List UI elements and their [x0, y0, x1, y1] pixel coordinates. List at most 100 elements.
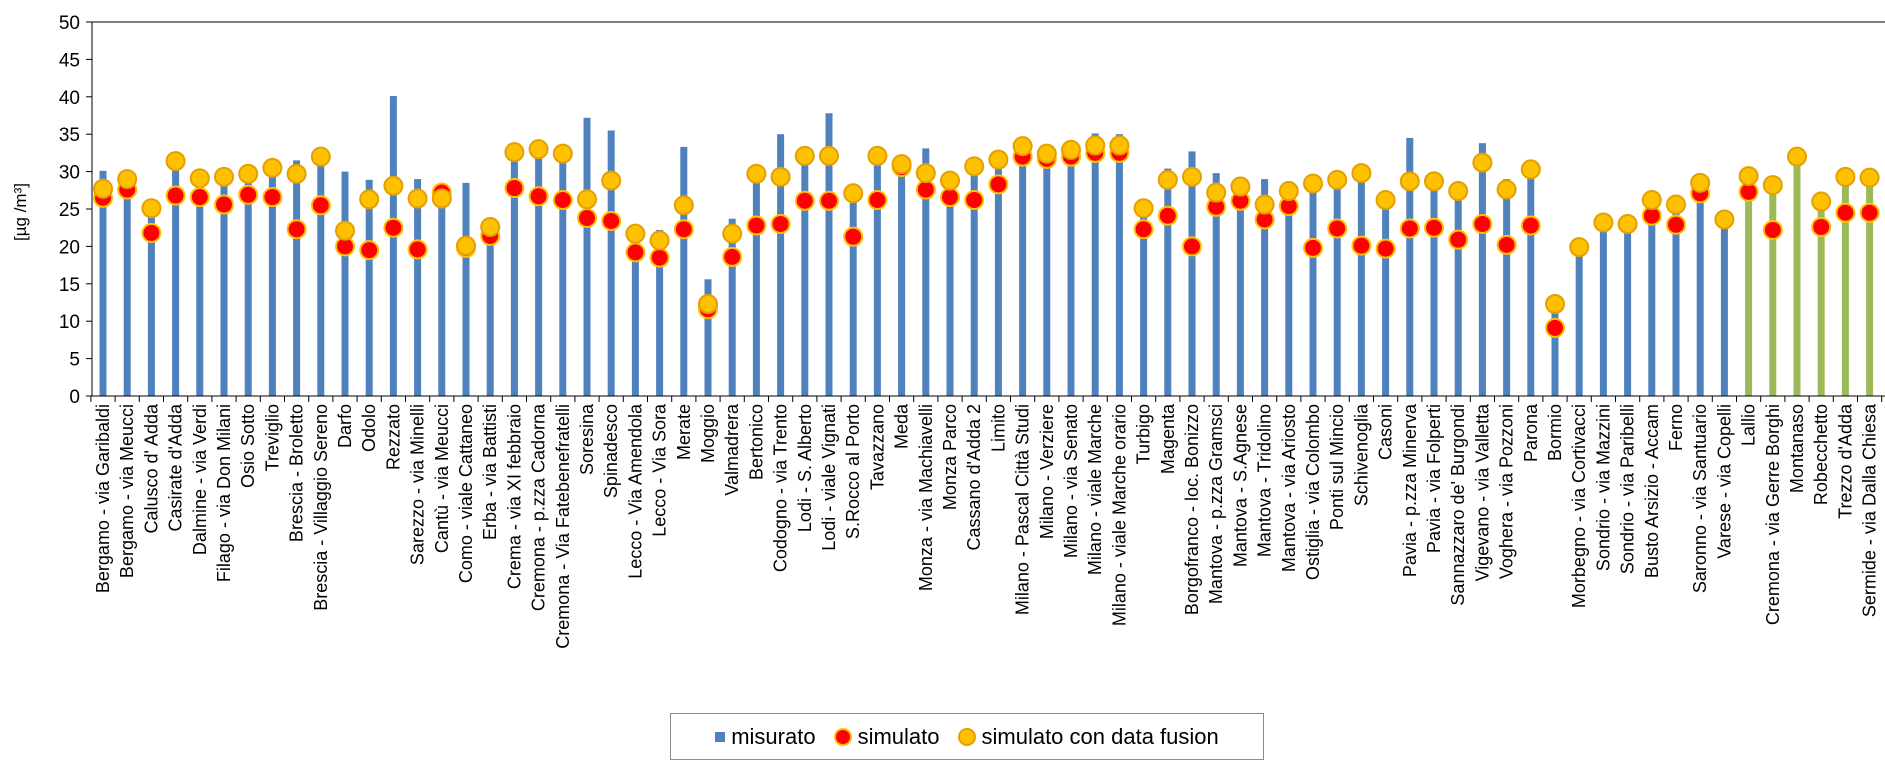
x-category-label: Bertonico	[746, 404, 766, 480]
x-category-label: Saronno - via Santuario	[1690, 404, 1710, 593]
x-category-label: Turbigo	[1134, 404, 1154, 464]
dot-fusion	[431, 188, 452, 209]
dot-simulato	[141, 222, 162, 243]
y-tick-label: 25	[59, 200, 80, 221]
bar-misurato	[1115, 134, 1123, 396]
dot-fusion	[189, 168, 210, 189]
dot-fusion	[214, 166, 234, 187]
bar-misurato	[1357, 175, 1365, 396]
bar-misurato	[1019, 146, 1027, 396]
dot-simulato	[1472, 213, 1493, 234]
bar-misurato	[1309, 185, 1317, 396]
dot-simulato	[238, 184, 259, 205]
dot-simulato	[262, 187, 283, 208]
dot-fusion	[819, 145, 839, 166]
x-category-label: Brescia - Villaggio Sereno	[311, 404, 331, 611]
bar-misurato	[704, 279, 712, 396]
bar-misurato	[994, 160, 1002, 396]
dot-simulato	[843, 226, 864, 247]
bar-misurato	[1599, 221, 1607, 396]
dot-fusion	[1254, 194, 1275, 215]
dot-fusion	[673, 195, 694, 216]
x-category-label: Casirate d'Adda	[166, 403, 186, 532]
dot-fusion	[1012, 136, 1033, 157]
bar-misurato	[1430, 175, 1438, 396]
x-category-label: Voghera - via Pozzoni	[1497, 404, 1517, 579]
x-category-label: Sannazzaro de' Burgondi	[1448, 404, 1468, 606]
bar-misurato	[123, 178, 131, 396]
dot-simulato	[528, 186, 549, 207]
dot-fusion	[93, 178, 113, 199]
dot-simulato	[770, 213, 791, 234]
dot-fusion	[1545, 293, 1565, 314]
x-category-label: Sondrio - via Mazzini	[1593, 404, 1613, 571]
legend-item-misurato: misurato	[715, 724, 816, 750]
x-category-label: Cremona - Via Fatebenefratelli	[553, 404, 573, 649]
dot-fusion	[286, 163, 307, 184]
bar-misurato	[849, 193, 857, 396]
dot-fusion	[1738, 166, 1759, 187]
x-category-label: Ferno	[1666, 404, 1686, 451]
dot-simulato	[915, 179, 936, 200]
dot-fusion	[1230, 176, 1251, 197]
dot-simulato	[1666, 214, 1686, 235]
bar-misurato	[389, 96, 397, 396]
dot-simulato	[1327, 218, 1348, 239]
bar-misurato	[510, 152, 518, 396]
x-category-label: Pavia - via Folperti	[1424, 404, 1444, 553]
legend-swatch-simulato	[833, 727, 852, 746]
bar-misurato	[801, 160, 809, 396]
bar-misurato	[1454, 190, 1462, 396]
bar-misurato	[1406, 137, 1414, 396]
x-category-label: Meda	[892, 403, 912, 449]
y-tick-label: 30	[59, 163, 80, 184]
bar-misurato	[147, 207, 155, 396]
dot-simulato	[407, 239, 428, 260]
dot-fusion	[1690, 172, 1711, 193]
x-category-label: Dalmine - via Verdi	[190, 404, 210, 555]
x-category-label: Lodi - S. Alberto	[795, 404, 815, 532]
bar-misurato	[1841, 175, 1849, 396]
dot-simulato	[746, 215, 767, 236]
legend-item-simulato: simulato	[833, 724, 940, 750]
dot-fusion	[1762, 175, 1783, 196]
x-category-label: Bergamo - via Meucci	[117, 404, 137, 578]
bar-misurato	[1164, 168, 1172, 396]
dot-fusion	[577, 189, 597, 210]
bar-misurato	[752, 173, 760, 396]
bar-misurato	[1261, 179, 1269, 396]
dot-simulato	[1496, 234, 1517, 255]
bar-misurato	[1551, 303, 1559, 396]
dot-simulato	[1811, 216, 1832, 237]
dot-fusion	[480, 216, 501, 237]
bar-misurato	[922, 148, 930, 396]
bar-misurato	[1672, 205, 1680, 396]
dot-fusion	[794, 145, 815, 166]
dot-fusion	[988, 149, 1009, 170]
bar-misurato	[1817, 191, 1825, 396]
x-category-label: Sondrio - via Paribelli	[1618, 404, 1638, 574]
bar-misurato	[317, 157, 325, 396]
dot-simulato	[1545, 317, 1565, 338]
chart: 0 5 10 15 20 25 30 35 40 45 50 Bergamo - via Garib…	[11, 13, 1885, 649]
x-category-label: Brescia - Broletto	[287, 404, 307, 542]
x-category-label: Cantù - via Meucci	[432, 404, 452, 553]
dot-simulato	[1133, 219, 1154, 240]
x-category-label: Valmadrera	[722, 403, 742, 496]
dot-fusion	[1714, 209, 1735, 230]
bar-misurato	[1140, 208, 1148, 396]
dot-fusion	[1303, 173, 1323, 194]
dot-fusion	[1496, 179, 1517, 200]
x-category-label: Limito	[988, 404, 1008, 452]
x-category-label: Lallio	[1739, 404, 1759, 446]
dot-fusion	[1375, 190, 1396, 211]
dot-fusion	[1666, 194, 1686, 215]
x-category-label: Pavia - p.zza Minerva	[1400, 403, 1420, 577]
dot-fusion	[552, 143, 573, 164]
dot-simulato	[1424, 217, 1444, 238]
bar-misurato	[1866, 179, 1874, 396]
dot-fusion	[1811, 191, 1832, 212]
legend-item-fusion: simulato con data fusion	[957, 724, 1219, 750]
dot-fusion	[383, 175, 404, 196]
dot-simulato	[867, 190, 888, 211]
